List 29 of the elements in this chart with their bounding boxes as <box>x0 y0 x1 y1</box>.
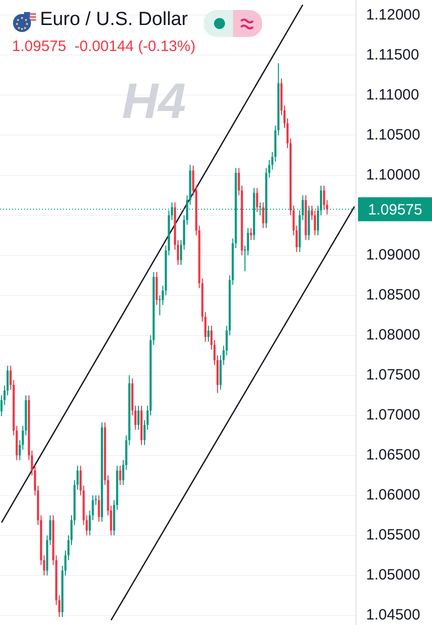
y-tick-label: 1.08500 <box>366 286 420 304</box>
y-tick-label: 1.07500 <box>366 366 420 384</box>
candlestick <box>322 185 326 210</box>
candlestick <box>207 325 210 342</box>
candlestick <box>158 294 161 316</box>
y-tick-label: 1.11500 <box>366 46 420 64</box>
candlestick <box>98 494 100 522</box>
y-tick-label: 1.06000 <box>366 486 420 504</box>
y-tick-label: 1.08000 <box>366 326 420 344</box>
text: Euro / U.S. Dollar <box>40 9 188 31</box>
y-tick-label: 1.12000 <box>366 6 420 24</box>
candlestick <box>314 210 316 236</box>
candlestick <box>250 228 252 241</box>
y-tick-label: 1.06500 <box>366 446 420 464</box>
text: 1.09575 -0.00144 (-0.13%) <box>12 38 196 55</box>
y-tick-label: 1.05500 <box>366 526 420 544</box>
y-tick-label: 1.10000 <box>366 166 420 184</box>
candlestick <box>119 465 122 486</box>
y-tick-label: 1.10500 <box>366 126 420 144</box>
y-tick-label: 1.09000 <box>366 246 420 264</box>
candlestick <box>137 405 140 430</box>
candlestick <box>262 202 264 229</box>
candlestick <box>156 272 158 306</box>
y-tick-label: 1.07000 <box>366 406 420 424</box>
ref-line-label: 1.09575 <box>368 201 422 218</box>
y-tick-label: 1.05000 <box>366 566 420 584</box>
candlestick <box>256 188 258 213</box>
y-tick-label: 1.04500 <box>366 606 420 624</box>
y-tick-label: 1.11000 <box>366 86 420 104</box>
